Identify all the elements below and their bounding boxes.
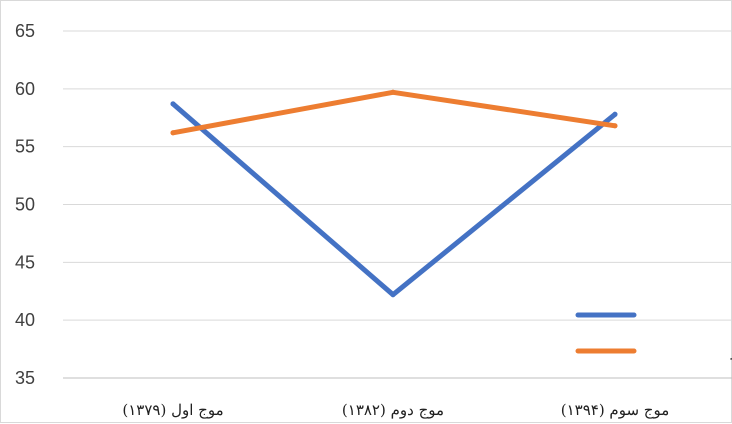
y-tick-label: 40 (15, 310, 35, 330)
data-point (390, 89, 396, 95)
data-point (170, 101, 176, 107)
y-tick-label: 50 (15, 195, 35, 215)
y-tick-label: 45 (15, 252, 35, 272)
series-line-1 (170, 89, 618, 136)
series-line-0 (170, 101, 618, 298)
y-tick-label: 55 (15, 137, 35, 157)
data-point (390, 292, 396, 298)
data-point (170, 130, 176, 136)
x-tick-label: موج سوم (۱۳۹۴) (561, 401, 670, 419)
data-point (612, 123, 618, 129)
data-point (612, 111, 618, 117)
x-tick-label: موج اول (۱۳۷۹) (122, 401, 223, 419)
x-axis: موج اول (۱۳۷۹) موج دوم (۱۳۸۲) موج سوم (۱۳۹… (122, 401, 669, 419)
x-tick-label: موج دوم (۱۳۸۲) (342, 401, 444, 419)
legend: اکثر مردمخود پاسخگو (575, 306, 732, 360)
y-tick-label: 60 (15, 79, 35, 99)
y-tick-label: 65 (15, 21, 35, 41)
gridlines (63, 30, 732, 321)
series-lines (170, 89, 618, 298)
legend-label: خود پاسخگو (730, 342, 732, 360)
y-axis: 35 40 45 50 55 60 65 (15, 21, 35, 388)
y-tick-label: 35 (15, 368, 35, 388)
